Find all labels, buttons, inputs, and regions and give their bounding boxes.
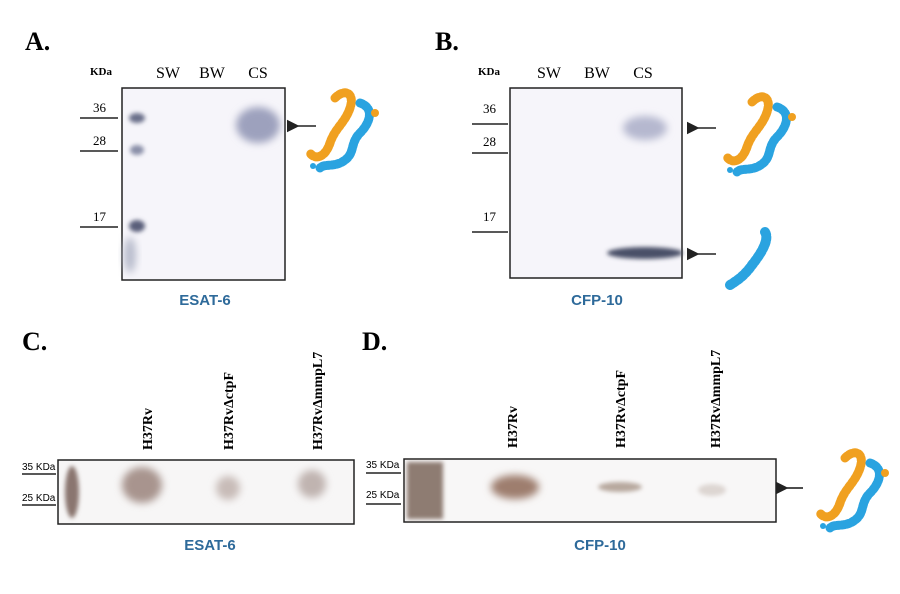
lane-label: H37RvΔmmpL7	[709, 350, 724, 448]
lane-label: SW	[537, 65, 562, 82]
band	[598, 482, 642, 492]
marker-label: 28	[483, 134, 496, 149]
band	[607, 247, 683, 259]
blot	[509, 87, 683, 279]
marker-label: 35 KDa	[22, 462, 56, 473]
lane-label: CS	[633, 65, 653, 82]
lane-label: H37Rv	[506, 406, 521, 448]
band	[122, 467, 162, 503]
lane-label: CS	[248, 65, 268, 82]
caption: CFP-10	[574, 537, 626, 554]
protein-icon	[820, 453, 889, 529]
lane-label: H37RvΔctpF	[222, 372, 237, 450]
lane-label: H37RvΔctpF	[614, 370, 629, 448]
band	[698, 484, 726, 496]
ladder	[407, 462, 443, 519]
marker-label: 36	[483, 101, 497, 116]
marker-label: 17	[483, 209, 497, 224]
caption: ESAT-6	[179, 292, 230, 309]
marker-label: 25 KDa	[22, 493, 56, 504]
band	[491, 475, 539, 499]
protein-icon	[310, 93, 379, 169]
lane-label: SW	[156, 65, 181, 82]
marker-label: 25 KDa	[366, 490, 400, 501]
ladder-band	[129, 220, 145, 232]
panel-label: B.	[435, 27, 459, 56]
ladder-band	[130, 145, 144, 155]
protein-icon	[725, 227, 772, 290]
marker-label: 35 KDa	[366, 460, 400, 471]
band	[298, 470, 326, 498]
band	[216, 476, 240, 500]
ladder-smear	[124, 237, 136, 273]
panel-label: D.	[362, 327, 387, 356]
marker-label: 28	[93, 133, 106, 148]
marker-label: 17	[93, 209, 107, 224]
band	[623, 116, 667, 140]
panel-label: A.	[25, 27, 50, 56]
lane-label: H37Rv	[141, 408, 156, 450]
unit-label: KDa	[90, 66, 113, 78]
panel-label: C.	[22, 327, 47, 356]
lane-label: H37RvΔmmpL7	[311, 352, 326, 450]
caption: CFP-10	[571, 292, 623, 309]
caption: ESAT-6	[184, 537, 235, 554]
lane-label: BW	[584, 65, 611, 82]
protein-icon	[727, 97, 796, 173]
band	[236, 107, 280, 143]
unit-label: KDa	[478, 66, 501, 78]
ladder-band	[129, 113, 145, 123]
ladder	[65, 466, 79, 518]
lane-label: BW	[199, 65, 226, 82]
marker-label: 36	[93, 100, 107, 115]
